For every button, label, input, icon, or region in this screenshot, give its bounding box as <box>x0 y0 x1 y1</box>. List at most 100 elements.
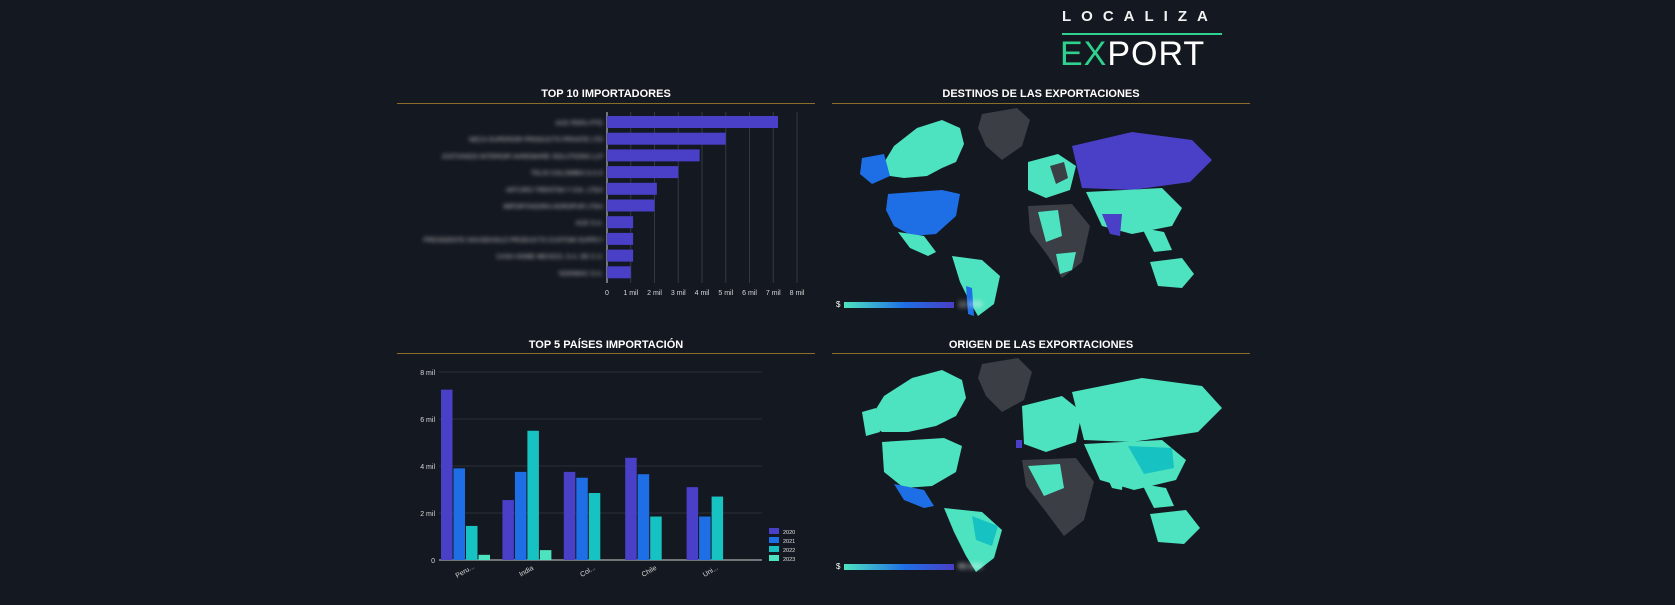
top10-x-tick-label: 6 mil <box>742 290 757 297</box>
map-region-se-asia <box>1142 228 1172 252</box>
destinos-rule <box>832 103 1250 104</box>
top5-bar <box>527 430 539 560</box>
destinos-legend-gradient <box>844 302 954 308</box>
top5-legend-label: 2023 <box>783 557 795 563</box>
top5-grouped-bar-chart: 0 2 mil 4 mil 6 mil 8 mil Peru... India Col... C… <box>420 370 795 580</box>
map-region-chile <box>966 286 974 316</box>
top10-x-tick-label: 5 mil <box>718 290 733 297</box>
top10-title: TOP 10 IMPORTADORES <box>541 88 671 100</box>
map-region-russia <box>1072 378 1222 442</box>
map-region-uk <box>1016 440 1022 448</box>
map-region-canada <box>868 370 966 432</box>
top5-legend-swatch <box>769 555 779 561</box>
top5-category-label: India <box>518 565 535 579</box>
top5-bar <box>466 525 478 560</box>
top5-category-label: Col... <box>579 565 597 579</box>
top10-bar <box>607 199 655 212</box>
top10-x-tick-label: 8 mil <box>790 290 805 297</box>
logo-rule <box>1062 33 1222 35</box>
map-region-australia <box>1150 258 1194 288</box>
map-region-china <box>1128 194 1170 218</box>
top10-category-label: SODIMAC S.A. <box>559 270 604 277</box>
map-region-alaska <box>862 408 880 436</box>
top10-bar <box>607 249 634 262</box>
top5-legend-swatch <box>769 537 779 543</box>
top10-category-label: NECA SUPERIOR PRODUCTS PRIVATE LTD <box>469 137 603 144</box>
map-region-india <box>1102 214 1122 236</box>
top10-bar <box>607 149 700 162</box>
top5-bar <box>453 468 465 560</box>
top10-bar <box>607 132 726 145</box>
top5-bar <box>502 500 514 560</box>
top5-bar <box>588 493 601 560</box>
top10-x-tick-label: 1 mil <box>623 290 638 297</box>
top5-legend-swatch <box>769 528 779 534</box>
top5-y-tick-label: 4 mil <box>420 464 435 471</box>
top5-bar <box>539 550 552 560</box>
top10-category-label: PRESIDENTE HOUSEHOLD PRODUCTS CUSTOM SUP… <box>423 237 603 244</box>
top5-title: TOP 5 PAÍSES IMPORTACIÓN <box>528 339 684 351</box>
top5-bar <box>711 496 724 560</box>
top5-y-tick-label: 0 <box>431 558 435 565</box>
map-region-south-america <box>952 256 1000 316</box>
top10-category-label: JUSTIANOS INTERIOR HARDWARE SOLUTIONS LL… <box>441 153 603 160</box>
map-region-greenland <box>978 358 1032 412</box>
top5-bar <box>576 477 588 560</box>
map-region-russia <box>1072 132 1212 190</box>
top10-x-tick-label: 0 <box>605 290 609 297</box>
top10-category-label: TELIS COLOMBIA S.A.S <box>531 170 604 177</box>
map-region-mexico <box>894 484 934 508</box>
map-region-alaska <box>860 154 890 184</box>
map-region-greenland <box>978 108 1030 160</box>
top5-bar <box>441 389 453 560</box>
map-region-usa <box>882 438 962 488</box>
map-region-australia <box>1150 510 1200 544</box>
top5-bar <box>686 487 699 560</box>
top10-bar-chart: 0 1 mil 2 mil 3 mil 4 mil 5 mil 6 mil 7 mil 8 mi… <box>423 112 805 297</box>
origen-legend-gradient <box>844 564 954 570</box>
origen-world-map: $ 60.000 <box>836 358 1222 572</box>
map-region-europe <box>1022 396 1082 452</box>
top10-bar <box>607 166 679 179</box>
origen-legend-min: $ <box>836 562 841 571</box>
top5-bar <box>699 516 711 560</box>
destinos-legend-min: $ <box>836 300 841 309</box>
top5-category-label: Peru... <box>455 563 476 579</box>
origen-rule <box>832 353 1250 354</box>
destinos-world-map: $ 12.000 <box>836 108 1212 316</box>
top10-category-label: ACE S.A. <box>576 220 604 227</box>
top5-bar <box>563 471 576 560</box>
map-region-africa-south <box>1056 252 1076 274</box>
top10-category-label: IMPORTADORA AGROPUR LTDA <box>503 204 603 211</box>
top5-y-tick-label: 8 mil <box>420 370 435 377</box>
top5-legend-label: 2020 <box>783 530 795 536</box>
top5-rule <box>397 353 815 354</box>
localiza-export-logo: LOCALIZA EXPORT <box>1060 6 1230 73</box>
destinos-title: DESTINOS DE LAS EXPORTACIONES <box>942 88 1140 100</box>
top5-category-label: Chile <box>641 565 658 579</box>
logo-bottom-text: EXPORT <box>1060 35 1205 74</box>
top5-y-tick-label: 2 mil <box>420 511 435 518</box>
top5-bar <box>637 474 650 560</box>
top10-category-label: ARTURO TRENTINI Y CIA. LTDA <box>506 187 604 194</box>
logo-top-text: LOCALIZA <box>1062 8 1218 25</box>
map-region-mexico <box>898 232 936 256</box>
top10-category-label: CASA HOME MEXICO, S.A. DE C.V. <box>496 254 603 261</box>
top10-bar <box>607 266 631 279</box>
map-region-se-asia <box>1142 484 1174 508</box>
top10-bar <box>607 232 634 245</box>
top5-bar <box>650 516 662 560</box>
top5-legend-label: 2021 <box>783 539 795 545</box>
destinos-legend-max: 12.000 <box>958 300 983 309</box>
top10-x-tick-label: 2 mil <box>647 290 662 297</box>
map-region-canada <box>882 120 964 178</box>
top10-bar <box>607 116 778 128</box>
top5-bar <box>625 457 637 560</box>
top5-category-label: Uni... <box>702 565 720 579</box>
top10-rule <box>397 103 815 104</box>
top10-x-tick-label: 3 mil <box>671 290 686 297</box>
top10-x-tick-label: 4 mil <box>695 290 710 297</box>
map-region-africa-teal <box>1038 210 1062 242</box>
map-region-brazil <box>972 516 998 546</box>
map-region-africa-teal <box>1028 464 1064 496</box>
